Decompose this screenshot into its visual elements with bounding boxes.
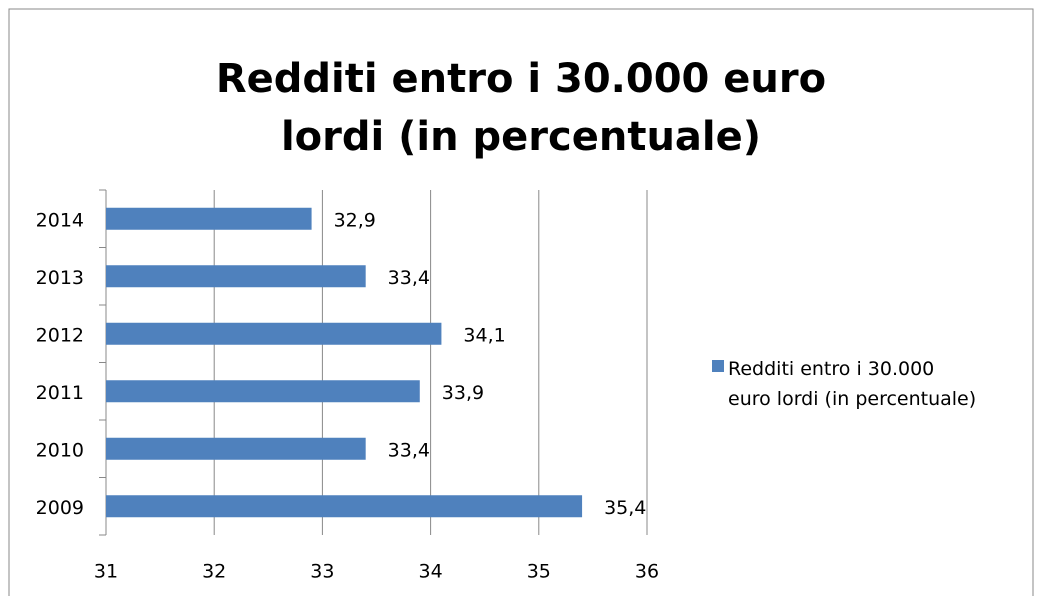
bar — [106, 322, 442, 345]
x-tick-label: 33 — [310, 561, 334, 583]
value-label: 34,1 — [463, 324, 505, 346]
value-label: 33,4 — [388, 267, 430, 289]
y-tick-label: 2013 — [36, 267, 84, 289]
value-label: 33,9 — [442, 382, 484, 404]
value-label: 33,4 — [388, 439, 430, 461]
y-tick-label: 2011 — [36, 382, 84, 404]
value-label: 35,4 — [604, 497, 646, 519]
chart-frame — [8, 8, 1034, 596]
value-label: 32,9 — [334, 209, 376, 231]
x-tick-label: 36 — [635, 561, 659, 583]
x-tick-label: 35 — [527, 561, 551, 583]
bar — [106, 380, 420, 403]
legend-label: Redditi entro i 30.000 euro lordi (in pe… — [728, 358, 977, 410]
legend-key — [712, 360, 724, 372]
x-tick-label: 31 — [94, 561, 118, 583]
x-tick-label: 34 — [419, 561, 443, 583]
bar — [106, 265, 366, 288]
bar — [106, 495, 583, 518]
y-tick-label: 2014 — [36, 209, 84, 231]
x-tick-label: 32 — [202, 561, 226, 583]
y-tick-label: 2009 — [36, 497, 84, 519]
chart-title: Redditi entro i 30.000 euro lordi (in pe… — [215, 56, 827, 160]
y-tick-label: 2010 — [36, 439, 84, 461]
bar — [106, 437, 366, 460]
y-tick-label: 2012 — [36, 324, 84, 346]
bar — [106, 207, 312, 230]
